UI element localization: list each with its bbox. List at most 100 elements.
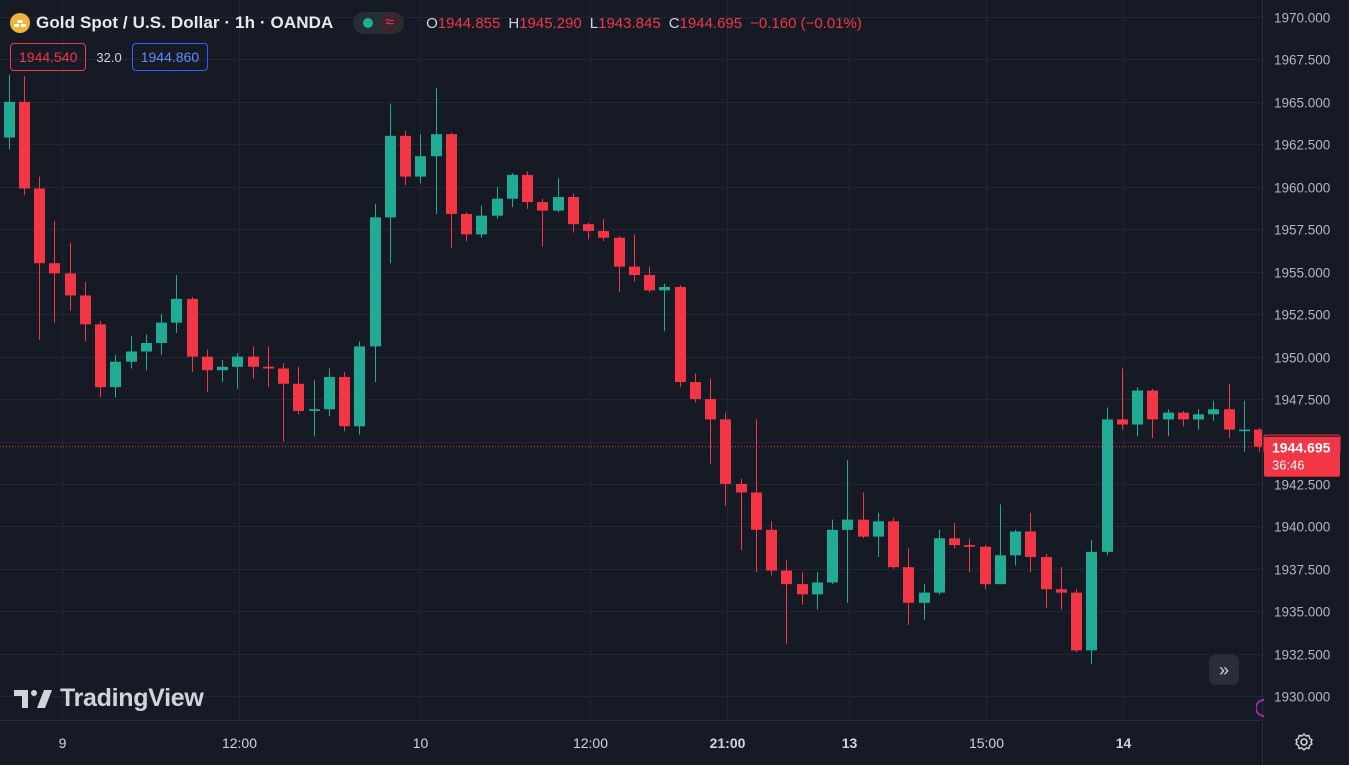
candle-body — [1193, 414, 1204, 420]
market-open-dot-icon — [363, 18, 374, 28]
candle-body — [202, 356, 213, 371]
candle-body — [568, 196, 579, 225]
price-tick-label: 1955.000 — [1274, 266, 1330, 281]
price-tick-label: 1940.000 — [1274, 520, 1330, 535]
candle-body — [110, 361, 121, 388]
current-price-marker — [1264, 436, 1340, 477]
current-price-label: 1944.695 — [1272, 440, 1331, 456]
sell-button[interactable]: 1944.540 — [10, 43, 87, 71]
candle-body — [629, 266, 640, 276]
candle-body — [1239, 429, 1250, 432]
symbol-header: Gold Spot / U.S. Dollar · 1h · OANDA ≈ O… — [10, 10, 862, 36]
price-tick-label: 1947.500 — [1274, 393, 1330, 408]
gear-icon[interactable] — [1294, 732, 1314, 752]
time-tick-label: 13 — [842, 735, 858, 751]
candle-body — [278, 368, 289, 384]
gold-bars-icon[interactable] — [10, 13, 30, 33]
trade-buttons: 1944.540 32.0 1944.860 — [10, 43, 209, 71]
price-tick-label: 1937.500 — [1274, 563, 1330, 578]
candle-body — [431, 134, 442, 157]
price-change: −0.160 (−0.01%) — [750, 14, 862, 32]
price-tick-label: 1970.000 — [1274, 11, 1330, 26]
candle-body — [919, 592, 930, 603]
candle-body — [324, 376, 335, 410]
scroll-to-realtime-button[interactable]: » — [1209, 655, 1239, 685]
time-tick-label: 15:00 — [969, 735, 1004, 751]
candle-body — [80, 295, 91, 325]
price-tick-label: 1965.000 — [1274, 96, 1330, 111]
tradingview-watermark[interactable]: TradingView — [14, 684, 204, 713]
candle-body — [400, 135, 411, 177]
ohlc-readout: O1944.855 H1945.290 L1943.845 C1944.695 … — [426, 15, 862, 32]
candle-body — [156, 322, 167, 344]
price-tick-label: 1932.500 — [1274, 648, 1330, 663]
time-tick-label: 12:00 — [222, 735, 257, 751]
candle-body — [537, 202, 548, 211]
candle-body — [720, 419, 731, 484]
candle-body — [492, 198, 503, 216]
candle-body — [34, 188, 45, 264]
candle-body — [522, 174, 533, 203]
market-status[interactable]: ≈ — [353, 12, 405, 34]
candle-body — [248, 356, 259, 367]
price-tick-label: 1967.500 — [1274, 53, 1330, 68]
candle-body — [842, 519, 853, 530]
candle-body — [659, 286, 670, 291]
candle-body — [187, 298, 198, 357]
candle-body — [370, 217, 381, 347]
candle-body — [1071, 592, 1082, 651]
candle-body — [232, 356, 243, 367]
candle-body — [1025, 531, 1036, 557]
candle-body — [781, 570, 792, 585]
candle-body — [339, 376, 350, 427]
candle-body — [507, 174, 518, 199]
symbol-title[interactable]: Gold Spot / U.S. Dollar · 1h · OANDA — [36, 13, 334, 32]
candle-body — [1056, 589, 1067, 593]
candle-body — [1117, 419, 1128, 425]
time-tick-label: 21:00 — [710, 735, 746, 751]
candle-body — [415, 156, 426, 177]
candle-body — [766, 529, 777, 571]
price-axis-panel — [1262, 0, 1349, 765]
candle-body — [1208, 409, 1219, 415]
candle-body — [705, 399, 716, 420]
price-tick-label: 1930.000 — [1274, 690, 1330, 705]
spread-value: 32.0 — [96, 49, 122, 65]
candle-body — [614, 237, 625, 267]
time-axis[interactable]: 9 12:00 10 12:00 21:00 13 15:00 14 — [0, 720, 1262, 752]
candle-body — [827, 529, 838, 583]
countdown-label: 36:46 — [1272, 458, 1305, 473]
price-axis[interactable]: 1970.000 1967.500 1965.000 1962.500 1960.000… — [1262, 0, 1349, 765]
candle-body — [934, 538, 945, 593]
buy-button[interactable]: 1944.860 — [131, 43, 209, 71]
candle-body — [1102, 419, 1113, 552]
candle-body — [1132, 390, 1143, 425]
purple-arc-icon — [1256, 699, 1265, 717]
candle-body — [980, 546, 991, 585]
candle-body — [964, 545, 975, 547]
price-tick-label: 1950.000 — [1274, 351, 1330, 366]
candle-body — [858, 519, 869, 537]
candle-body — [1254, 429, 1265, 447]
candle-body — [263, 366, 274, 369]
candle-body — [354, 346, 365, 427]
candle-body — [476, 215, 487, 235]
candle-body — [949, 538, 960, 546]
candle-body — [812, 582, 823, 595]
time-tick-label: 9 — [59, 735, 67, 751]
candle-body — [675, 286, 686, 383]
candle-body — [873, 521, 884, 537]
candle-body — [293, 383, 304, 411]
candle-body — [797, 584, 808, 595]
price-tick-label: 1935.000 — [1274, 605, 1330, 620]
tradingview-logo-icon — [14, 689, 52, 708]
candle-body — [583, 224, 594, 231]
price-tick-label: 1952.500 — [1274, 308, 1330, 323]
price-tick-label: 1962.500 — [1274, 138, 1330, 153]
wave-icon: ≈ — [379, 12, 401, 34]
ohlc-high: H1945.290 — [508, 14, 582, 32]
candles-layer — [4, 74, 1265, 664]
candle-body — [598, 230, 609, 238]
